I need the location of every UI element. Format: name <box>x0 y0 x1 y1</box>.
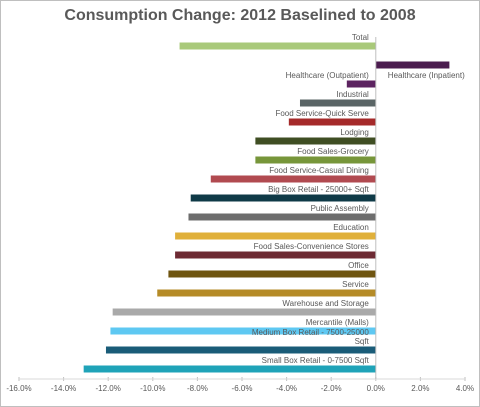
bar <box>299 99 376 107</box>
x-tick-label: -12.0% <box>96 384 121 393</box>
bar <box>175 232 376 240</box>
x-tick-label: -4.0% <box>276 384 297 393</box>
bar-label: Food Service-Casual Dining <box>269 165 369 175</box>
chart-title: Consumption Change: 2012 Baselined to 20… <box>64 7 416 24</box>
bar <box>175 251 376 259</box>
x-tick-label: 2.0% <box>411 384 429 393</box>
bar-label: Mercantile (Malls) <box>305 317 369 327</box>
bar-label: Food Sales-Convenience Stores <box>253 241 369 251</box>
bar-label: Medium Box Retail - 7500-25000 Sqft <box>251 327 369 346</box>
bar-label: Healthcare (Inpatient) <box>387 70 465 80</box>
bar-label: Service <box>342 279 369 289</box>
bar <box>110 327 376 335</box>
bar-label: Big Box Retail - 25000+ Sqft <box>268 184 369 194</box>
x-tick-label: 4.0% <box>456 384 474 393</box>
bar <box>188 213 376 221</box>
bar <box>210 175 376 183</box>
bar-label: Small Box Retail - 0-7500 Sqft <box>261 355 369 365</box>
bar-label: Public Assembly <box>310 203 369 213</box>
bar-label: Warehouse and Storage <box>282 298 369 308</box>
bar <box>179 42 376 50</box>
bar-label: Food Sales-Grocery <box>297 146 369 156</box>
bar <box>255 156 376 164</box>
bar <box>375 61 450 69</box>
x-tick-label: -14.0% <box>51 384 76 393</box>
x-tick-label: -10.0% <box>140 384 165 393</box>
bar <box>105 346 376 354</box>
x-tick-label: -16.0% <box>6 384 31 393</box>
x-tick-label: 0.0% <box>367 384 385 393</box>
bar-label: Education <box>333 222 369 232</box>
bar-label: Healthcare (Outpatient) <box>285 70 369 80</box>
bar-label: Food Service-Quick Serve <box>275 108 369 118</box>
bar <box>288 118 376 126</box>
bar <box>168 270 376 278</box>
bar-label: Lodging <box>340 127 369 137</box>
bar-label: Total <box>351 32 369 42</box>
bar <box>157 289 376 297</box>
bar <box>112 308 376 316</box>
x-tick-label: -8.0% <box>187 384 208 393</box>
bar <box>83 365 376 373</box>
bar-label: Office <box>348 260 369 270</box>
bar-label: Industrial <box>336 89 369 99</box>
bar <box>255 137 376 145</box>
bar <box>346 80 376 88</box>
x-tick-label: -6.0% <box>232 384 253 393</box>
x-tick-label: -2.0% <box>321 384 342 393</box>
bar <box>190 194 376 202</box>
